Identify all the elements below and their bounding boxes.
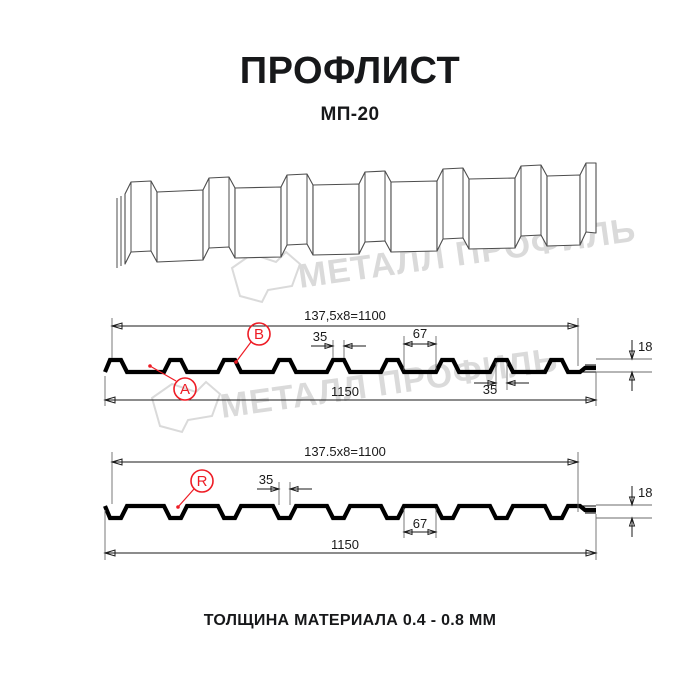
dim-valley-67-bottom: 67 [402, 508, 438, 538]
footer-block: ТОЛЩИНА МАТЕРИАЛА 0.4 - 0.8 ММ [0, 612, 700, 630]
callout-r: R [176, 469, 214, 509]
dim-valley-67-label: 67 [413, 326, 427, 341]
dim-height-18-top: 18 [596, 339, 652, 391]
page-title: ПРОФЛИСТ [239, 50, 461, 92]
dim-width-bottom-label: 1150 [331, 537, 359, 552]
dim-width-top-label: 1150 [331, 384, 359, 399]
dim-valley-67: 67 [402, 326, 438, 370]
section-bottom-group: 137.5x8=1100 1150 35 [103, 444, 652, 560]
title-block: ПРОФЛИСТ МП-20 [0, 50, 700, 126]
dim-rib-35-bottom: 35 [257, 472, 312, 505]
dim-height-18-top-label: 18 [638, 339, 652, 354]
dim-rib-top-35-right: 35 [474, 362, 529, 397]
dim-rib-top-35-right-label: 35 [483, 382, 497, 397]
dim-pitch-bottom-label: 137.5x8=1100 [304, 444, 386, 459]
callout-a: A [148, 364, 197, 401]
dim-pitch-bottom: 137.5x8=1100 [110, 444, 580, 512]
section-top-group: 137,5x8=1100 1150 35 [103, 308, 652, 406]
dim-rib-top-35: 35 [311, 329, 366, 358]
callout-a-label: A [180, 381, 190, 398]
dim-pitch-top: 137,5x8=1100 [110, 308, 580, 366]
dim-height-18-bottom: 18 [596, 485, 652, 537]
callout-r-label: R [197, 473, 208, 490]
callout-b-label: B [254, 326, 264, 343]
model-subtitle: МП-20 [320, 103, 380, 125]
material-thickness-note: ТОЛЩИНА МАТЕРИАЛА 0.4 - 0.8 ММ [203, 612, 497, 629]
dim-pitch-top-label: 137,5x8=1100 [304, 308, 386, 323]
callout-b: B [234, 322, 271, 364]
iso-view-group [116, 162, 597, 268]
dim-rib-top-35-label: 35 [313, 329, 327, 344]
dim-valley-67-bottom-label: 67 [413, 516, 427, 531]
dim-width-bottom: 1150 [103, 510, 598, 560]
dim-height-18-bottom-label: 18 [638, 485, 652, 500]
dim-rib-35-bottom-label: 35 [259, 472, 273, 487]
